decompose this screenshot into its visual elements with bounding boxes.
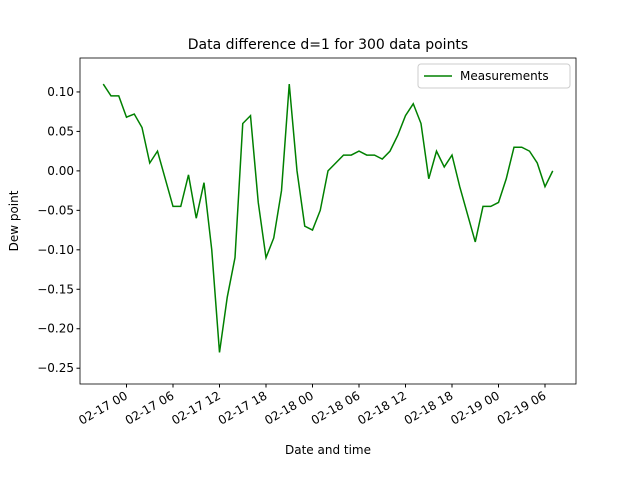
- x-tick-label: 02-18 18: [402, 388, 456, 427]
- x-tick-label: 02-18 06: [309, 388, 363, 427]
- chart-title: Data difference d=1 for 300 data points: [188, 37, 468, 53]
- x-tick-label: 02-19 06: [495, 388, 549, 427]
- y-tick-label: −0.15: [37, 282, 74, 296]
- x-tick-label: 02-17 12: [169, 388, 223, 427]
- x-tick-label: 02-18 00: [262, 388, 316, 427]
- y-tick-label: −0.25: [37, 361, 74, 375]
- y-tick-label: 0.00: [47, 164, 74, 178]
- y-axis-label: Dew point: [7, 190, 21, 251]
- y-tick-label: 0.10: [47, 85, 74, 99]
- x-tick-label: 02-17 18: [216, 388, 270, 427]
- x-tick-label: 02-17 06: [123, 388, 177, 427]
- y-tick-label: −0.20: [37, 322, 74, 336]
- y-tick-label: −0.05: [37, 203, 74, 217]
- x-tick-label: 02-17 00: [76, 388, 130, 427]
- y-tick-label: −0.10: [37, 243, 74, 257]
- x-axis-label: Date and time: [285, 443, 371, 457]
- plot-frame: [79, 57, 577, 385]
- data-line: [102, 83, 554, 353]
- x-tick-label: 02-19 00: [448, 388, 502, 427]
- legend-box: [417, 63, 571, 89]
- legend-label: Measurements: [460, 69, 549, 83]
- y-tick-label: 0.05: [47, 124, 74, 138]
- x-tick-label: 02-18 12: [355, 388, 409, 427]
